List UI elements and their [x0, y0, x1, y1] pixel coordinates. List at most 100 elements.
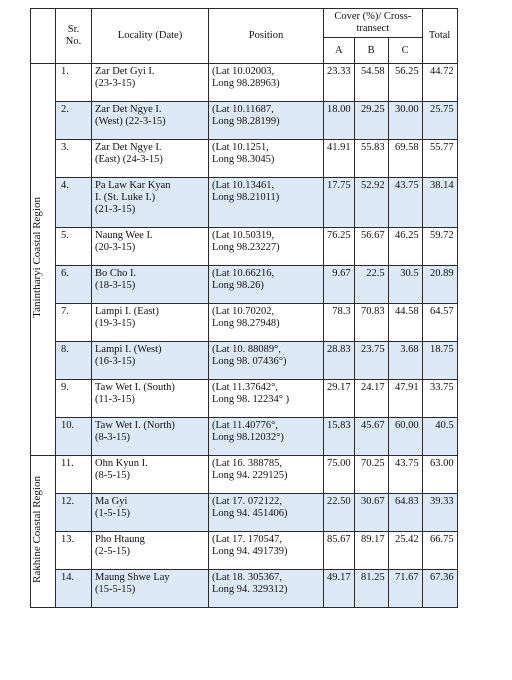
total-cell: 38.14: [421, 177, 458, 228]
cover-a-cell: 17.75: [323, 177, 355, 228]
cover-a-cell: 22.50: [323, 493, 355, 532]
total-cell: 66.75: [421, 531, 458, 570]
cover-a-cell: 28.83: [323, 341, 355, 380]
sr-no-cell: 3.: [55, 139, 92, 178]
locality-cell: Ma Gyi (1-5-15): [91, 493, 209, 532]
position-cell: (Lat 10.70202, Long 98.27948): [208, 303, 324, 342]
cover-a-cell: 76.25: [323, 227, 355, 266]
sr-no-cell: 4.: [55, 177, 92, 228]
table-body: Tanintharyi Coastal Region 1. Zar Det Gyi …: [30, 63, 458, 608]
table-row: 4. Pa Law Kar Kyan I. (St. Luke I.) (21-3…: [31, 177, 458, 228]
locality-cell: Pa Law Kar Kyan I. (St. Luke I.) (21-3-1…: [91, 177, 209, 228]
position-cell: (Lat 16. 388785, Long 94. 229125): [208, 455, 324, 494]
sr-no-cell: 7.: [55, 303, 92, 342]
locality-cell: Zar Det Ngye I. (West) (22-3-15): [91, 101, 209, 140]
position-cell: (Lat 11.37642°, Long 98. 12234° ): [208, 379, 324, 418]
cover-a-cell: 41.91: [323, 139, 355, 178]
cover-c-cell: 56.25: [387, 63, 423, 102]
cover-c-cell: 64.83: [387, 493, 423, 532]
total-cell: 40.5: [421, 417, 458, 456]
position-cell: (Lat 10.1251, Long 98.3045): [208, 139, 324, 178]
cover-a-cell: 29.17: [323, 379, 355, 418]
cover-b-cell: 56.67: [353, 227, 389, 266]
cover-b-cell: 23.75: [353, 341, 389, 380]
cover-c-cell: 71.67: [387, 569, 423, 608]
cover-c-cell: 47.91: [387, 379, 423, 418]
total-cell: 20.89: [421, 265, 458, 304]
table-row: 12. Ma Gyi (1-5-15) (Lat 17. 072122, Long …: [31, 493, 458, 532]
cover-b-cell: 81.25: [353, 569, 389, 608]
region-name: Rakhine Coastal Region: [31, 476, 43, 583]
table-row: Rakhine Coastal Region 11. Ohn Kyun I. (8-…: [30, 455, 458, 608]
cover-c-cell: 46.25: [387, 227, 423, 266]
locality-cell: Zar Det Ngye I. (East) (24-3-15): [91, 139, 209, 178]
sr-no-cell: 6.: [55, 265, 92, 304]
cover-c-cell: 43.75: [387, 455, 423, 494]
sr-no-cell: 14.: [55, 569, 92, 608]
position-cell: (Lat 10. 88089°, Long 98. 07436°): [208, 341, 324, 380]
position-cell: (Lat 17. 072122, Long 94. 451406): [208, 493, 324, 532]
table-row: 9. Taw Wet I. (South) (11-3-15) (Lat 11.37…: [31, 379, 458, 418]
total-cell: 63.00: [421, 455, 458, 494]
locality-cell: Pho Htaung (2-5-15): [91, 531, 209, 570]
table-row: 5. Naung Wee I. (20-3-15) (Lat 10.50319, L…: [31, 227, 458, 266]
position-cell: (Lat 10.13461, Long 98.21011): [208, 177, 324, 228]
cover-a-cell: 75.00: [323, 455, 355, 494]
col-header-cover: Cover (%)/ Cross-transect: [323, 8, 423, 38]
coral-cover-table-wrapper: Sr. No. Locality (Date) Position Cover (…: [30, 8, 458, 608]
cover-b-cell: 55.83: [353, 139, 389, 178]
locality-cell: Taw Wet I. (North) (8-3-15): [91, 417, 209, 456]
position-cell: (Lat 11.40776°, Long 98.12032°): [208, 417, 324, 456]
total-cell: 64.57: [421, 303, 458, 342]
sr-no-cell: 1.: [55, 63, 92, 102]
total-cell: 18.75: [421, 341, 458, 380]
sr-no-cell: 5.: [55, 227, 92, 266]
cover-b-cell: 70.25: [353, 455, 389, 494]
coral-cover-table: Sr. No. Locality (Date) Position Cover (…: [30, 8, 458, 608]
region-name: Tanintharyi Coastal Region: [31, 197, 43, 318]
sr-no-cell: 8.: [55, 341, 92, 380]
cover-c-cell: 43.75: [387, 177, 423, 228]
cover-a-cell: 85.67: [323, 531, 355, 570]
cover-c-cell: 69.58: [387, 139, 423, 178]
col-header-position: Position: [208, 8, 324, 64]
cover-a-cell: 9.67: [323, 265, 355, 304]
table-row: 14. Maung Shwe Lay (15-5-15) (Lat 18. 3053…: [31, 569, 458, 608]
position-cell: (Lat 10.02003, Long 98.28963): [208, 63, 324, 102]
col-header-total: Total: [421, 8, 458, 64]
total-cell: 59.72: [421, 227, 458, 266]
total-cell: 25.75: [421, 101, 458, 140]
cover-b-cell: 45.67: [353, 417, 389, 456]
sr-no-cell: 2.: [55, 101, 92, 140]
table-row: 10. Taw Wet I. (North) (8-3-15) (Lat 11.40…: [31, 417, 458, 456]
col-header-sr-no: Sr. No.: [55, 8, 92, 64]
cover-b-cell: 30.67: [353, 493, 389, 532]
sr-no-cell: 11.: [55, 455, 92, 494]
sr-no-cell: 12.: [55, 493, 92, 532]
total-cell: 33.75: [421, 379, 458, 418]
locality-cell: Lampi I. (East) (19-3-15): [91, 303, 209, 342]
table-row: 2. Zar Det Ngye I. (West) (22-3-15) (Lat 1…: [31, 101, 458, 140]
table-row: 3. Zar Det Ngye I. (East) (24-3-15) (Lat 1…: [31, 139, 458, 178]
cover-b-cell: 24.17: [353, 379, 389, 418]
total-cell: 55.77: [421, 139, 458, 178]
cover-c-cell: 3.68: [387, 341, 423, 380]
position-cell: (Lat 18. 305367, Long 94. 329312): [208, 569, 324, 608]
position-cell: (Lat 17. 170547, Long 94. 491739): [208, 531, 324, 570]
sr-no-cell: 10.: [55, 417, 92, 456]
table-row: 6. Bo Cho I. (18-3-15) (Lat 10.66216, Long…: [31, 265, 458, 304]
position-cell: (Lat 10.11687, Long 98.28199): [208, 101, 324, 140]
cover-a-cell: 49.17: [323, 569, 355, 608]
region-label-tanintharyi: Tanintharyi Coastal Region: [30, 63, 56, 456]
cover-b-cell: 22.5: [353, 265, 389, 304]
region-header-blank: [30, 8, 56, 64]
cover-c-cell: 44.58: [387, 303, 423, 342]
total-cell: 39.33: [421, 493, 458, 532]
cover-a-cell: 78.3: [323, 303, 355, 342]
locality-cell: Maung Shwe Lay (15-5-15): [91, 569, 209, 608]
table-row: 8. Lampi I. (West) (16-3-15) (Lat 10. 8808…: [31, 341, 458, 380]
cover-a-cell: 15.83: [323, 417, 355, 456]
locality-cell: Ohn Kyun I. (8-5-15): [91, 455, 209, 494]
col-header-c: C: [387, 37, 423, 64]
locality-cell: Taw Wet I. (South) (11-3-15): [91, 379, 209, 418]
